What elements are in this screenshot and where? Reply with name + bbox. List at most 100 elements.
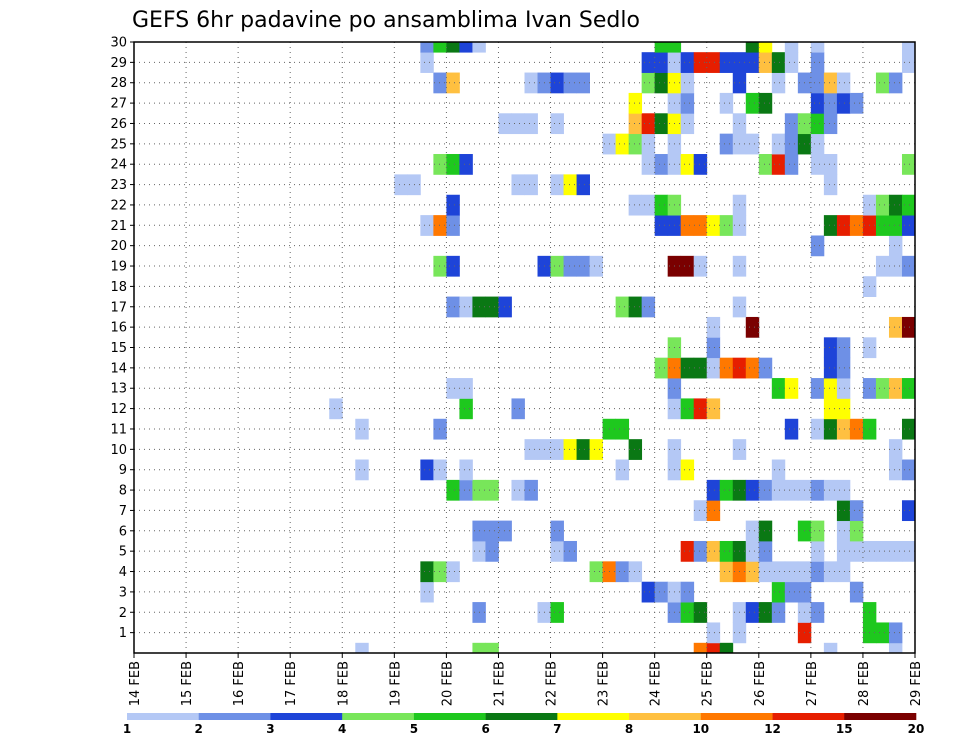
heatmap-cell (719, 540, 734, 562)
heatmap-cell (420, 42, 434, 53)
x-tick-label: 15 FEB (180, 661, 195, 706)
heatmap-cell (498, 520, 512, 542)
heatmap-cell (641, 581, 656, 603)
heatmap-cell (680, 92, 695, 114)
heatmap-cell (680, 357, 695, 379)
heatmap-cell (459, 296, 473, 318)
heatmap-cell (745, 357, 760, 379)
heatmap-cell (784, 581, 799, 603)
heatmap-cell (784, 479, 799, 501)
heatmap-cell (420, 561, 434, 583)
heatmap-cell (524, 113, 538, 135)
heatmap-cell (849, 215, 864, 236)
colorbar-tick-label: 6 (481, 722, 489, 736)
heatmap-cell (615, 459, 630, 481)
heatmap-cell (550, 540, 564, 562)
heatmap-cell (823, 215, 838, 236)
heatmap-cell (576, 255, 590, 277)
heatmap-cell (667, 42, 682, 53)
y-tick-label: 8 (119, 484, 127, 499)
heatmap-cell (459, 459, 473, 481)
y-tick-label: 12 (110, 402, 127, 417)
y-tick-label: 7 (119, 504, 127, 519)
heatmap-cell (745, 92, 760, 114)
heatmap-cell (888, 194, 903, 216)
heatmap-cell (680, 255, 695, 277)
heatmap-cell (459, 42, 473, 53)
heatmap-cell (771, 479, 786, 501)
heatmap-cell (823, 92, 838, 114)
y-tick-label: 18 (110, 280, 127, 295)
heatmap-cell (719, 479, 734, 501)
x-tick-label: 14 FEB (128, 661, 143, 706)
heatmap-cell (810, 133, 825, 155)
colorbar-tick-label: 15 (836, 722, 853, 736)
heatmap-cell (823, 479, 838, 501)
heatmap-cell (433, 42, 447, 53)
heatmap-cell (849, 92, 864, 114)
heatmap-cell (706, 398, 721, 420)
heatmap-cell (901, 500, 916, 522)
heatmap-cell (745, 561, 760, 583)
heatmap-cell (875, 622, 890, 644)
colorbar-tick-label: 10 (692, 722, 709, 736)
heatmap-cell (706, 337, 721, 359)
grid-lines (134, 41, 915, 653)
heatmap-cell (628, 439, 643, 460)
heatmap-cell (680, 398, 695, 420)
heatmap-cell (706, 357, 721, 379)
heatmap-cell (888, 378, 903, 399)
colorbar-segment (629, 713, 702, 720)
heatmap-cell (628, 92, 643, 114)
heatmap-cell (693, 500, 708, 522)
heatmap-cell (771, 72, 786, 94)
heatmap-cell (719, 357, 734, 379)
heatmap-cell (758, 602, 773, 623)
heatmap-cell (719, 133, 734, 155)
x-tick-label: 26 FEB (753, 661, 768, 706)
heatmap-cell (836, 398, 851, 420)
heatmap-cell (654, 154, 669, 175)
heatmap-cell (641, 154, 656, 175)
y-tick-label: 29 (110, 56, 127, 71)
heatmap-cell (888, 459, 903, 481)
colorbar-segment (772, 713, 845, 720)
heatmap-cell (693, 255, 708, 277)
heatmap-cell (680, 113, 695, 135)
y-tick-label: 30 (110, 36, 127, 51)
heatmap-cell (901, 52, 916, 73)
y-tick-label: 27 (110, 97, 127, 112)
heatmap-cell (784, 52, 799, 73)
heatmap-cell (446, 215, 460, 236)
heatmap-cell (875, 215, 890, 236)
colorbar-segment (413, 713, 486, 720)
heatmap-cell (433, 154, 447, 175)
heatmap-cell (901, 459, 916, 481)
heatmap-cell (641, 296, 656, 318)
heatmap-cell (459, 154, 473, 175)
heatmap-cell (836, 72, 851, 94)
heatmap-cell (836, 479, 851, 501)
heatmap-cell (498, 296, 512, 318)
x-tick-label: 23 FEB (597, 661, 612, 706)
heatmap-cell (849, 500, 864, 522)
heatmap-cell (563, 72, 577, 94)
heatmap-cell (654, 42, 669, 53)
heatmap-cell (654, 194, 669, 216)
heatmap-cell (719, 52, 734, 73)
heatmap-cell (563, 174, 577, 196)
heatmap-cell (550, 520, 564, 542)
heatmap-cell (719, 642, 734, 654)
heatmap-cell (446, 378, 460, 399)
heatmap-cell (836, 418, 851, 440)
colorbar-tick-label: 1 (123, 722, 131, 736)
heatmap-cell (771, 561, 786, 583)
heatmap-cell (823, 174, 838, 196)
heatmap-cell (836, 378, 851, 399)
heatmap-cell (498, 113, 512, 135)
y-tick-label: 1 (119, 626, 127, 641)
colorbar-segment (844, 713, 917, 720)
heatmap-cell (888, 235, 903, 257)
colorbar-segment (342, 713, 415, 720)
heatmap-cell (706, 316, 721, 338)
